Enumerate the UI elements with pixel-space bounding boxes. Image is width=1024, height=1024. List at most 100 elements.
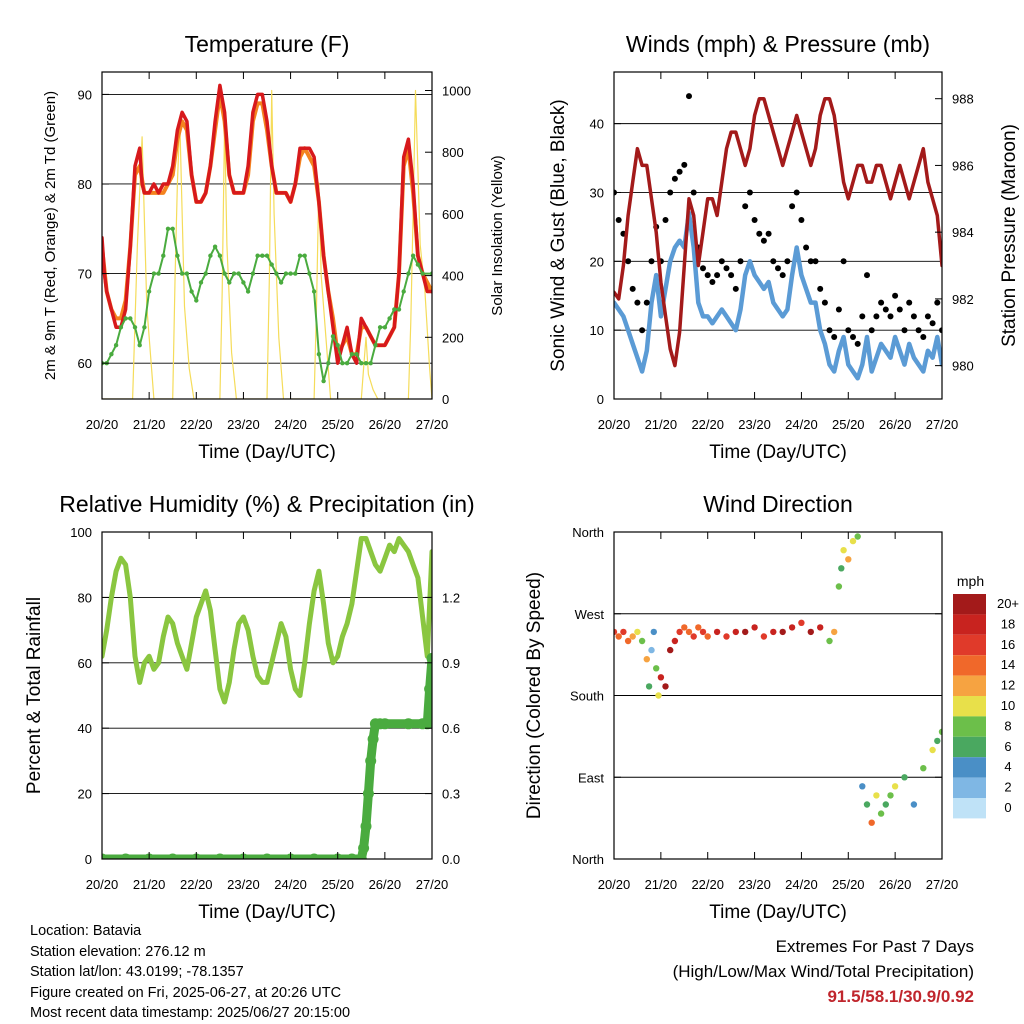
gust-point [676,168,683,175]
x-tick-label: 25/20 [321,877,354,892]
precip-point [346,853,358,859]
y-tick-label: 10 [590,323,604,338]
direction-point [868,819,875,826]
x-tick-label: 26/20 [879,417,912,432]
direction-point [835,583,843,590]
y-tick-label: 70 [78,267,92,282]
solar-series [102,89,432,399]
gust-point [864,272,870,279]
gust-point [817,285,824,292]
x-tick-label: 27/20 [416,417,449,432]
y-tick-label: 0 [597,392,604,407]
legend-label: 10 [1001,698,1015,713]
x-tick-label: 21/20 [645,417,678,432]
legend-swatch [953,798,986,819]
direction-point [676,628,683,636]
gust-point [784,258,791,265]
y-tick-label: 80 [78,177,92,192]
direction-point [667,646,674,654]
y-tick-label: South [570,689,604,704]
legend-swatch [953,696,986,717]
gust-point [850,334,856,340]
precip-series [102,653,432,859]
gust-point [732,285,739,292]
gust-point [868,327,875,334]
gust-point [634,299,641,306]
direction-point [859,783,866,790]
x-tick-label: 27/20 [416,877,449,892]
direction-point [624,637,632,645]
gust-point [892,292,899,299]
x-tick-label: 22/20 [691,877,724,892]
gust-point [934,299,941,306]
gust-point [901,327,908,334]
legend-label: 0 [1004,800,1011,815]
legend-label: 4 [1004,759,1011,774]
y2-tick-label: 0.6 [442,721,460,736]
y-tick-label: East [578,770,604,785]
y-tick-label: West [575,607,605,622]
extremes-subtitle: (High/Low/Max Wind/Total Precipitation) [672,962,974,981]
direction-point [638,637,646,645]
gust-point [775,265,781,272]
direction-point [882,801,889,808]
x-tick-label: 23/20 [227,877,260,892]
direction-point [891,783,899,790]
direction-point [840,547,847,554]
legend-swatch [953,736,986,758]
precip-point [421,718,432,730]
y2-axis-label: Solar Insolation (Yellow) [489,155,506,315]
gust-point [854,340,861,347]
precip-point [362,788,374,800]
direction-point [614,628,618,636]
pressure-series [614,96,942,368]
direction-point [938,728,942,735]
direction-point [695,624,702,631]
gust-point [639,327,646,334]
y-axis-label: Sonic Wind & Gust (Blue, Black) [548,99,569,371]
direction-point [645,683,653,690]
x-tick-label: 25/20 [832,877,865,892]
legend-swatch [953,716,986,737]
gust-point [873,313,880,320]
precip-point [367,733,379,745]
gust-point [929,320,936,327]
precip-point [214,853,226,859]
legend-label: 8 [1004,718,1011,733]
direction-point [838,565,845,572]
gust-point [821,299,828,306]
precip-point [402,718,414,730]
y-tick-label: 0 [85,852,92,867]
gust-point [835,306,842,313]
x-axis-label: Time (Day/UTC) [709,442,847,463]
gust-point [671,175,678,182]
gust-point [667,189,674,196]
x-tick-label: 25/20 [832,417,865,432]
precip-point [308,853,320,859]
x-tick-label: 24/20 [274,877,307,892]
x-tick-label: 23/20 [738,877,771,892]
x-tick-label: 26/20 [369,877,402,892]
direction-point [713,628,721,636]
chart-panel-4: Wind Direction Time (Day/UTC) Direction (C… [524,491,1019,923]
direction-point [807,628,814,636]
direction-point [929,746,936,754]
direction-point [723,633,730,640]
legend-swatch [953,614,986,635]
direction-point [934,737,941,745]
gust-point [643,299,650,306]
y-axis-label: Direction (Colored By Speed) [524,572,545,819]
y-tick-label: 30 [590,185,604,200]
direction-point [650,628,657,636]
x-tick-label: 23/20 [738,417,771,432]
legend-swatch [953,655,986,676]
x-tick-label: 23/20 [227,417,260,432]
direction-point [653,665,660,672]
x-tick-label: 20/20 [86,417,119,432]
gust-point [924,313,931,320]
y-axis-label: 2m & 9m T (Red, Orange) & 2m Td (Green) [42,91,59,380]
precip-point [360,820,372,832]
precip-point [167,853,179,859]
direction-point [655,692,662,699]
chart-panel-3: Relative Humidity (%) & Precipitation (i… [24,491,475,923]
